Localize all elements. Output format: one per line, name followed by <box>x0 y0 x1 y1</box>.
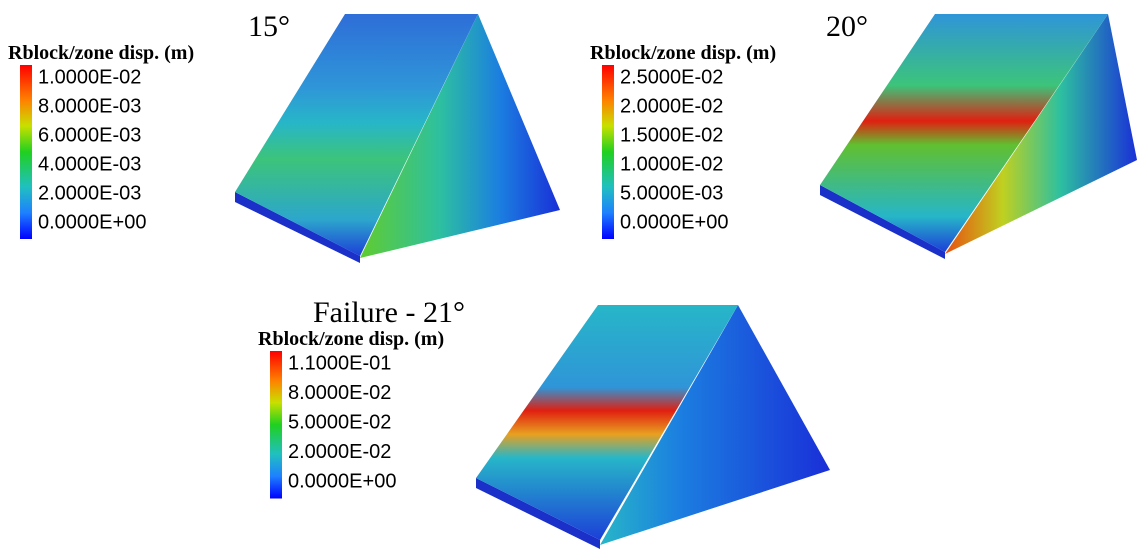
legend-label: 2.5000E-02 <box>620 66 723 88</box>
legend-label: 1.0000E-02 <box>620 153 723 175</box>
panel-title: 20° <box>826 10 868 43</box>
model-15 <box>235 14 560 263</box>
legend-label: 2.0000E-02 <box>288 441 391 463</box>
legend-label: 6.0000E-03 <box>38 124 141 146</box>
legend-label: 0.0000E+00 <box>38 211 146 233</box>
legend-title: Rblock/zone disp. (m) <box>258 328 444 350</box>
legend-label: 0.0000E+00 <box>288 470 396 492</box>
legend-label: 1.0000E-02 <box>38 66 141 88</box>
legend-label: 8.0000E-03 <box>38 95 141 117</box>
legend-label: 4.0000E-03 <box>38 153 141 175</box>
panel-title: 15° <box>248 10 290 43</box>
legend-colorbar <box>20 65 32 239</box>
legend-label: 2.0000E-02 <box>620 95 723 117</box>
legend-label: 8.0000E-02 <box>288 382 391 404</box>
panel-title: Failure - 21° <box>313 296 465 329</box>
model-20 <box>820 14 1137 259</box>
legend-label: 0.0000E+00 <box>620 211 728 233</box>
legend-title: Rblock/zone disp. (m) <box>8 42 194 64</box>
legend-label: 2.0000E-03 <box>38 182 141 204</box>
legend-label: 1.5000E-02 <box>620 124 723 146</box>
legend-colorbar <box>270 351 282 499</box>
legend-label: 1.1000E-01 <box>288 352 391 374</box>
legend-label: 5.0000E-03 <box>620 182 723 204</box>
legend-label: 5.0000E-02 <box>288 411 391 433</box>
model-21 <box>476 305 830 549</box>
legend-colorbar <box>602 65 614 239</box>
legend-title: Rblock/zone disp. (m) <box>590 42 776 64</box>
